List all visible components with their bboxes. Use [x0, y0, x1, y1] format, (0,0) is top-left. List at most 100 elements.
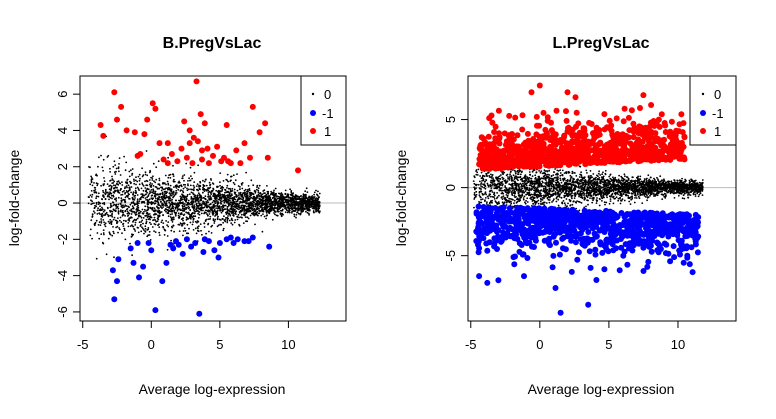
point — [267, 195, 270, 197]
point — [119, 210, 122, 213]
point — [563, 192, 566, 195]
point — [153, 216, 156, 219]
point — [169, 173, 172, 176]
point — [133, 202, 136, 205]
point — [112, 230, 115, 233]
point — [261, 230, 264, 233]
point — [145, 190, 148, 193]
point — [141, 167, 144, 170]
point — [147, 213, 150, 216]
point — [95, 197, 97, 200]
point — [202, 207, 205, 209]
point — [131, 196, 134, 199]
point — [302, 202, 304, 204]
point — [490, 195, 492, 198]
point — [245, 171, 248, 174]
point — [209, 207, 212, 210]
point — [266, 200, 268, 202]
point — [230, 175, 232, 178]
point — [140, 187, 143, 190]
point — [127, 184, 130, 187]
point — [224, 220, 227, 223]
x-tick-label: 0 — [148, 337, 155, 352]
point — [664, 193, 667, 196]
point — [109, 209, 111, 212]
point — [682, 194, 685, 197]
point — [157, 160, 160, 163]
point — [90, 175, 92, 178]
point — [522, 198, 525, 201]
point — [239, 200, 242, 203]
y-tick-label: 4 — [55, 127, 70, 134]
point — [121, 211, 123, 213]
point — [204, 188, 207, 191]
point — [176, 209, 179, 212]
point — [256, 184, 259, 187]
point — [103, 203, 106, 206]
point — [135, 219, 137, 222]
point — [209, 218, 212, 220]
x-axis-label: Average log-expression — [139, 381, 286, 397]
point — [140, 196, 142, 199]
point — [222, 180, 225, 182]
point — [515, 196, 517, 198]
point — [266, 190, 269, 193]
point — [200, 198, 203, 200]
point — [178, 181, 181, 184]
point — [215, 254, 222, 261]
point — [249, 191, 252, 194]
point — [103, 177, 105, 179]
point — [200, 209, 203, 212]
point — [250, 208, 253, 210]
point — [235, 195, 238, 198]
point — [265, 193, 268, 196]
point — [115, 207, 118, 210]
point — [203, 222, 206, 225]
point — [486, 172, 489, 174]
point — [113, 203, 116, 206]
point — [146, 174, 149, 177]
point — [555, 200, 558, 203]
point — [151, 198, 154, 201]
point — [164, 229, 167, 232]
point — [89, 234, 92, 237]
point — [205, 160, 212, 167]
point — [132, 206, 135, 209]
point — [110, 205, 113, 208]
point — [152, 307, 159, 314]
point — [171, 213, 174, 215]
point — [202, 184, 205, 186]
point — [155, 200, 158, 203]
point — [255, 188, 258, 191]
point — [189, 221, 192, 224]
point — [265, 214, 268, 217]
point — [117, 231, 119, 234]
point — [141, 208, 144, 211]
point — [92, 210, 95, 213]
point — [114, 209, 117, 212]
point — [231, 187, 234, 190]
point — [242, 192, 244, 195]
point — [163, 195, 166, 198]
point — [262, 209, 265, 212]
point — [170, 194, 173, 197]
point — [196, 188, 198, 191]
point — [147, 218, 150, 221]
point — [210, 178, 212, 180]
point — [163, 234, 166, 236]
point — [178, 208, 181, 211]
point — [290, 208, 293, 210]
point — [583, 196, 586, 199]
point — [141, 200, 143, 203]
point — [216, 217, 219, 220]
point — [106, 156, 109, 158]
point — [135, 183, 137, 186]
point — [272, 191, 275, 194]
point — [168, 151, 175, 157]
point — [623, 199, 626, 202]
point — [174, 158, 181, 165]
y-tick-label: 2 — [55, 163, 70, 170]
point — [545, 202, 548, 204]
point — [215, 196, 218, 199]
point — [219, 194, 222, 197]
